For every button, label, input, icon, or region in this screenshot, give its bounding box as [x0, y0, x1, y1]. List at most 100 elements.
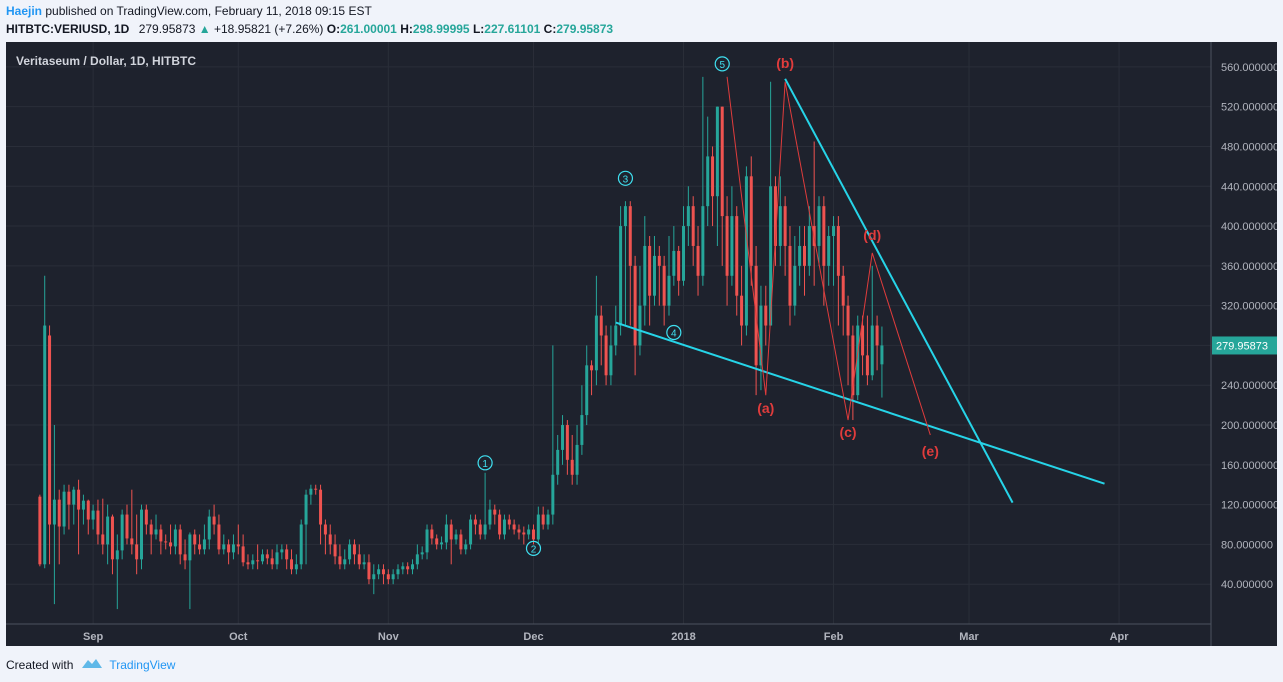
candle-body [711, 156, 715, 197]
candle-body [817, 206, 821, 246]
candle-body [778, 206, 782, 246]
candle-body [856, 325, 860, 396]
candle-body [81, 500, 85, 510]
chart-title: Veritaseum / Dollar, 1D, HITBTC [16, 54, 196, 68]
candle-body [662, 265, 666, 306]
candle-body [246, 562, 250, 565]
price-chart[interactable]: Veritaseum / Dollar, 1D, HITBTC (b) (a) (c… [6, 42, 1279, 646]
candle-body [522, 532, 526, 535]
wave-label-red: (d) [863, 227, 881, 243]
candle-body [294, 564, 298, 570]
open-value: 261.00001 [340, 22, 397, 36]
candle-body [425, 529, 429, 553]
candle-body [52, 499, 56, 525]
y-tick-label: 480.000000 [1221, 141, 1277, 153]
x-tick-label: Sep [83, 631, 103, 643]
candle-body [454, 534, 458, 540]
author-link[interactable]: Haejin [6, 4, 43, 18]
tradingview-logo-icon[interactable] [81, 657, 103, 672]
overlay-layer: (b) (a) (c) (d) (e) 1 2 3 4 5 [477, 55, 1105, 556]
candle-body [96, 510, 100, 535]
candle-body [701, 206, 705, 276]
candle-body [531, 529, 535, 540]
candle-body [478, 524, 482, 535]
candle-body [502, 519, 506, 535]
wave-label-cyan: 4 [671, 329, 677, 340]
created-with-label: Created with [6, 657, 74, 672]
candle-body [633, 265, 637, 346]
candle-body [396, 569, 400, 575]
y-tick-label: 560.000000 [1221, 62, 1277, 74]
candle-body [183, 554, 187, 561]
x-tick-label: Oct [229, 631, 248, 643]
last-price-label: 279.95873 [1216, 340, 1268, 352]
candle-body [173, 529, 177, 547]
x-tick-label: Feb [824, 631, 844, 643]
tradingview-link[interactable]: TradingView [109, 657, 176, 672]
candle-body [435, 538, 439, 545]
candle-body [411, 564, 415, 570]
candle-body [430, 529, 434, 539]
candle-body [880, 345, 884, 365]
candle-body [77, 489, 81, 510]
wave-label-cyan: 1 [482, 459, 488, 470]
candle-body [740, 295, 744, 326]
candle-body [222, 544, 226, 550]
candle-body [231, 544, 235, 553]
candle-body [672, 250, 676, 276]
candle-body [251, 560, 255, 565]
wave-path-abcde [726, 76, 931, 436]
candle-body [449, 524, 453, 540]
candle-body [72, 489, 76, 505]
candle-body [822, 206, 826, 266]
low-value: 227.61101 [484, 22, 541, 36]
candle-body [328, 534, 332, 545]
candle-body [807, 226, 811, 266]
last-price: 279.95873 [138, 22, 196, 36]
candle-body [730, 216, 734, 276]
candle-body [106, 516, 110, 545]
candle-body [343, 559, 347, 565]
x-tick-label: Dec [523, 631, 543, 643]
candle-body [323, 524, 327, 535]
candle-body [798, 245, 802, 266]
candle-body [333, 544, 337, 557]
candle-body [372, 574, 376, 580]
candle-body [304, 494, 308, 525]
candle-body [154, 529, 158, 535]
candle-body [696, 245, 700, 276]
candle-body [202, 539, 206, 550]
candle-body [48, 335, 52, 525]
candle-body [401, 566, 405, 570]
candle-body [212, 516, 216, 525]
change-value: +18.95821 (+7.26%) [214, 22, 324, 36]
candle-body [459, 534, 463, 550]
candle-body [759, 305, 763, 366]
candle-body [628, 206, 632, 266]
candle-body [178, 529, 182, 555]
candle-body [725, 216, 729, 276]
candle-body [188, 534, 192, 561]
candle-body [285, 549, 289, 560]
candle-body [836, 226, 840, 276]
candle-body [125, 514, 129, 539]
candle-body [706, 156, 710, 207]
candle-body [585, 365, 589, 416]
wave-label-circle [477, 455, 493, 471]
candle-body [110, 516, 114, 560]
wave-label-circle [525, 540, 542, 556]
candle-body [488, 509, 492, 525]
close-value: 279.95873 [556, 22, 614, 36]
candle-body [207, 516, 211, 540]
last-price-tag [1212, 336, 1277, 355]
candle-body [546, 514, 550, 525]
wave-label-cyan: 5 [719, 60, 725, 71]
wave-label-circle [714, 56, 730, 72]
chart-panel[interactable]: Veritaseum / Dollar, 1D, HITBTC (b) (a) (c… [6, 42, 1279, 646]
candle-body [149, 524, 153, 535]
candle-body [314, 488, 318, 490]
candle-body [241, 546, 245, 563]
candle-body [764, 305, 768, 326]
wave-label-red: (e) [922, 443, 939, 459]
candle-body [565, 425, 569, 460]
